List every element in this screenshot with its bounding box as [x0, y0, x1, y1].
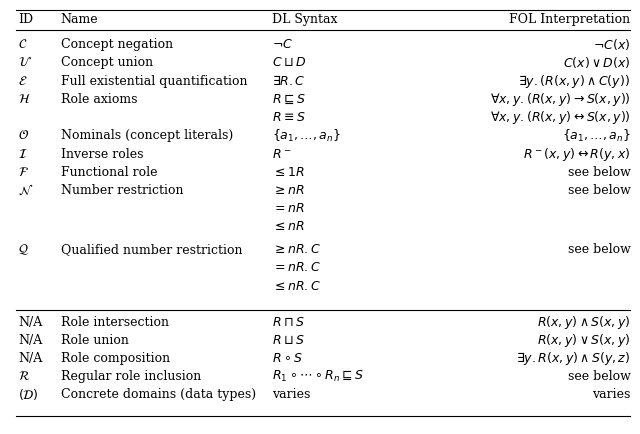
Text: $\leq nR$: $\leq nR$ — [272, 220, 305, 233]
Text: Number restriction: Number restriction — [61, 184, 183, 197]
Text: $\mathcal{U}$: $\mathcal{U}$ — [18, 56, 32, 69]
Text: Concept union: Concept union — [61, 56, 153, 69]
Text: N/A: N/A — [18, 334, 42, 347]
Text: $R_1 \circ \cdots \circ R_n \sqsubseteq S$: $R_1 \circ \cdots \circ R_n \sqsubseteq … — [272, 369, 364, 384]
Text: $\mathcal{H}$: $\mathcal{H}$ — [18, 93, 31, 106]
Text: $R(x,y) \vee S(x,y)$: $R(x,y) \vee S(x,y)$ — [537, 332, 630, 349]
Text: $= nR$: $= nR$ — [272, 202, 305, 215]
Text: $R^-$: $R^-$ — [272, 148, 292, 161]
Text: see below: see below — [568, 184, 630, 197]
Text: $\mathcal{Q}$: $\mathcal{Q}$ — [18, 242, 29, 257]
Text: $\leq 1R$: $\leq 1R$ — [272, 166, 305, 179]
Text: $\forall x,y.(R(x,y) \leftrightarrow S(x,y))$: $\forall x,y.(R(x,y) \leftrightarrow S(x… — [490, 109, 630, 126]
Text: $\geq nR$: $\geq nR$ — [272, 184, 305, 197]
Text: Concrete domains (data types): Concrete domains (data types) — [61, 388, 256, 401]
Text: see below: see below — [568, 166, 630, 179]
Text: $\mathcal{I}$: $\mathcal{I}$ — [18, 148, 28, 161]
Text: $= nR.C$: $= nR.C$ — [272, 261, 321, 274]
Text: Role intersection: Role intersection — [61, 316, 169, 329]
Text: Functional role: Functional role — [61, 166, 157, 179]
Text: Name: Name — [61, 13, 99, 26]
Text: $C \sqcup D$: $C \sqcup D$ — [272, 56, 307, 69]
Text: Regular role inclusion: Regular role inclusion — [61, 370, 201, 383]
Text: see below: see below — [568, 243, 630, 256]
Text: varies: varies — [272, 388, 310, 401]
Text: N/A: N/A — [18, 352, 42, 365]
Text: $\mathcal{F}$: $\mathcal{F}$ — [18, 166, 29, 179]
Text: $\mathcal{N}$: $\mathcal{N}$ — [18, 184, 33, 197]
Text: $\geq nR.C$: $\geq nR.C$ — [272, 243, 321, 256]
Text: $R(x,y) \wedge S(x,y)$: $R(x,y) \wedge S(x,y)$ — [537, 313, 630, 331]
Text: varies: varies — [592, 388, 630, 401]
Text: $\neg C(x)$: $\neg C(x)$ — [593, 37, 630, 52]
Text: $\neg C$: $\neg C$ — [272, 38, 293, 51]
Text: $\mathcal{C}$: $\mathcal{C}$ — [18, 38, 28, 51]
Text: $R \circ S$: $R \circ S$ — [272, 352, 303, 365]
Text: DL Syntax: DL Syntax — [272, 13, 337, 26]
Text: ID: ID — [18, 13, 33, 26]
Text: $R \sqcup S$: $R \sqcup S$ — [272, 334, 305, 347]
Text: $R \sqcap S$: $R \sqcap S$ — [272, 316, 305, 329]
Text: $R^-(x,y) \leftrightarrow R(y,x)$: $R^-(x,y) \leftrightarrow R(y,x)$ — [523, 145, 630, 163]
Text: $\mathcal{E}$: $\mathcal{E}$ — [18, 75, 28, 88]
Text: $\exists y.(R(x,y) \wedge C(y))$: $\exists y.(R(x,y) \wedge C(y))$ — [518, 72, 630, 90]
Text: $\{a_1,\ldots,a_n\}$: $\{a_1,\ldots,a_n\}$ — [272, 128, 341, 144]
Text: $\leq nR.C$: $\leq nR.C$ — [272, 279, 321, 293]
Text: Nominals (concept literals): Nominals (concept literals) — [61, 129, 233, 142]
Text: Role union: Role union — [61, 334, 129, 347]
Text: Concept negation: Concept negation — [61, 38, 173, 51]
Text: $(\mathcal{D})$: $(\mathcal{D})$ — [18, 388, 38, 402]
Text: Role axioms: Role axioms — [61, 93, 138, 106]
Text: Full existential quantification: Full existential quantification — [61, 75, 247, 88]
Text: $\mathcal{R}$: $\mathcal{R}$ — [18, 370, 30, 383]
Text: $\{a_1,\ldots,a_n\}$: $\{a_1,\ldots,a_n\}$ — [561, 128, 630, 144]
Text: $\exists R.C$: $\exists R.C$ — [272, 74, 306, 88]
Text: $R \sqsubseteq S$: $R \sqsubseteq S$ — [272, 93, 305, 106]
Text: $\exists y.R(x,y) \wedge S(y,z)$: $\exists y.R(x,y) \wedge S(y,z)$ — [516, 350, 630, 367]
Text: N/A: N/A — [18, 316, 42, 329]
Text: $C(x) \vee D(x)$: $C(x) \vee D(x)$ — [563, 56, 630, 70]
Text: $R \equiv S$: $R \equiv S$ — [272, 111, 305, 124]
Text: $\forall x,y.(R(x,y) \rightarrow S(x,y))$: $\forall x,y.(R(x,y) \rightarrow S(x,y))… — [490, 91, 630, 108]
Text: Inverse roles: Inverse roles — [61, 148, 143, 161]
Text: $\mathcal{O}$: $\mathcal{O}$ — [18, 129, 29, 142]
Text: FOL Interpretation: FOL Interpretation — [509, 13, 630, 26]
Text: Qualified number restriction: Qualified number restriction — [61, 243, 243, 256]
Text: Role composition: Role composition — [61, 352, 170, 365]
Text: see below: see below — [568, 370, 630, 383]
